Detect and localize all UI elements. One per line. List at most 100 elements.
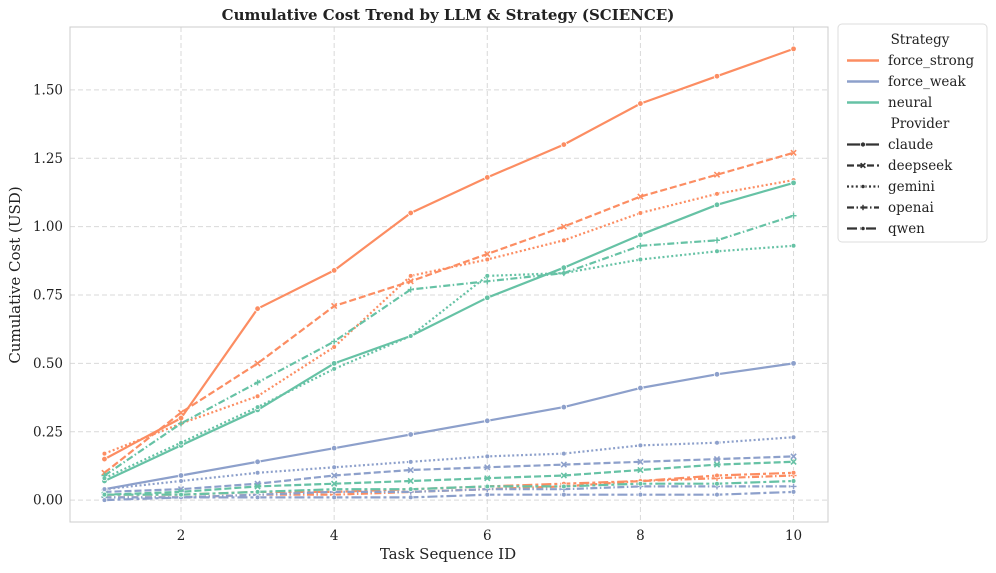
series-force_strong-deepseek bbox=[101, 149, 797, 476]
tick-layer: 2 4 6 8 10 0.00 0.25 0.50 0.75 1.00 1.25 1.50 bbox=[33, 82, 802, 544]
deepseek-marker bbox=[790, 458, 797, 465]
series-force_weak-claude bbox=[101, 360, 797, 493]
gemini-marker bbox=[637, 210, 644, 216]
gemini-marker bbox=[484, 256, 491, 263]
legend-item-deepseek: deepseek bbox=[847, 158, 953, 174]
series-line bbox=[103, 214, 794, 477]
claude-marker bbox=[254, 458, 261, 466]
qwen-marker bbox=[254, 489, 261, 495]
gemini-marker bbox=[407, 333, 414, 339]
marker-stroke bbox=[560, 472, 568, 479]
gemini-marker bbox=[178, 439, 184, 446]
marker-stroke bbox=[790, 453, 797, 460]
openai-marker bbox=[713, 237, 720, 244]
gemini-marker bbox=[407, 459, 414, 465]
openai-marker bbox=[790, 483, 797, 490]
qwen-marker bbox=[714, 491, 720, 498]
series-force_strong-claude bbox=[101, 45, 797, 463]
openai-marker bbox=[254, 379, 261, 386]
qwen-marker bbox=[714, 472, 720, 479]
series-line bbox=[104, 479, 794, 496]
marker-stroke bbox=[330, 472, 338, 479]
series-layer bbox=[101, 45, 797, 503]
claude-marker bbox=[790, 179, 797, 187]
gemini-marker bbox=[254, 393, 261, 399]
y-axis-label: Cumulative Cost (USD) bbox=[6, 186, 24, 363]
marker-stroke bbox=[713, 171, 721, 178]
qwen-marker bbox=[790, 489, 797, 495]
series-line bbox=[103, 47, 794, 461]
gemini-marker bbox=[484, 453, 491, 460]
openai-marker bbox=[178, 420, 185, 427]
qwen-marker bbox=[407, 494, 414, 501]
marker-stroke bbox=[560, 223, 568, 230]
gemini-marker bbox=[637, 256, 644, 263]
legend-label: openai bbox=[888, 200, 935, 216]
deepseek-marker bbox=[637, 466, 644, 474]
openai-marker bbox=[331, 338, 338, 345]
marker-stroke bbox=[484, 464, 491, 471]
deepseek-marker bbox=[484, 250, 491, 258]
gemini-marker bbox=[860, 183, 866, 190]
legend-item-force_strong: force_strong bbox=[847, 53, 975, 69]
gemini-marker bbox=[101, 486, 108, 492]
claude-marker bbox=[484, 294, 491, 301]
y-tick-label: 0.25 bbox=[33, 424, 63, 440]
qwen-marker bbox=[790, 469, 797, 476]
legend-label: gemini bbox=[888, 179, 935, 195]
deepseek-marker bbox=[330, 480, 338, 487]
marker-stroke bbox=[860, 162, 866, 169]
qwen-marker bbox=[561, 483, 567, 490]
legend-item-force_weak: force_weak bbox=[847, 74, 966, 90]
claude-marker bbox=[407, 209, 414, 217]
series-line bbox=[104, 181, 794, 482]
claude-marker bbox=[177, 414, 185, 422]
openai-marker bbox=[637, 242, 644, 249]
gemini-marker bbox=[790, 242, 797, 249]
x-tick-label: 8 bbox=[636, 528, 645, 544]
gemini-marker bbox=[714, 248, 720, 255]
claude-marker bbox=[330, 360, 338, 367]
marker-stroke bbox=[484, 250, 491, 258]
series-neural-gemini bbox=[101, 242, 797, 482]
claude-marker bbox=[790, 45, 797, 53]
deepseek-marker bbox=[484, 475, 491, 482]
series-line bbox=[104, 455, 794, 493]
claude-marker bbox=[713, 73, 721, 80]
qwen-marker bbox=[561, 491, 567, 498]
legend-item-qwen: qwen bbox=[847, 221, 925, 237]
deepseek-marker bbox=[790, 453, 797, 460]
legend-label: qwen bbox=[888, 221, 925, 237]
y-tick-label: 0.75 bbox=[33, 288, 63, 304]
marker-stroke bbox=[637, 193, 644, 200]
qwen-marker bbox=[178, 491, 184, 498]
qwen-marker bbox=[637, 480, 644, 487]
deepseek-marker bbox=[860, 162, 866, 169]
y-tick-label: 0.50 bbox=[33, 356, 63, 372]
legend-item-neural: neural bbox=[847, 95, 932, 111]
legend-label: force_strong bbox=[888, 53, 975, 69]
openai-marker bbox=[484, 278, 491, 285]
plot-frame bbox=[69, 26, 829, 523]
openai-marker bbox=[407, 286, 414, 293]
claude-marker bbox=[330, 444, 338, 452]
qwen-marker bbox=[101, 491, 108, 498]
qwen-marker bbox=[484, 483, 491, 490]
deepseek-marker bbox=[254, 360, 261, 367]
series-line bbox=[104, 460, 794, 496]
claude-marker bbox=[713, 371, 721, 378]
gemini-marker bbox=[101, 450, 108, 457]
gemini-marker bbox=[331, 366, 337, 372]
qwen-marker bbox=[331, 494, 337, 501]
deepseek-marker bbox=[330, 302, 338, 310]
deepseek-marker bbox=[177, 409, 185, 416]
legend-label: neural bbox=[888, 95, 932, 111]
marker-stroke bbox=[790, 458, 797, 465]
marker-stroke bbox=[484, 475, 491, 482]
marker-stroke bbox=[407, 466, 414, 474]
qwen-marker bbox=[407, 486, 414, 492]
qwen-marker bbox=[101, 497, 108, 503]
marker-stroke bbox=[790, 149, 797, 156]
deepseek-marker bbox=[484, 464, 491, 471]
